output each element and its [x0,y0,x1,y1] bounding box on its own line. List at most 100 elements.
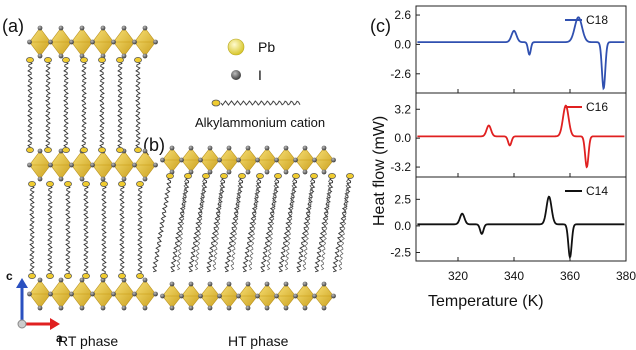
rt-layer-3-iodine-atom [58,305,64,311]
ht-layer-2-iodine-atom [188,281,194,287]
panel-label-a: (a) [2,16,24,36]
ht-layer-1-iodine-atom [160,157,165,163]
rt-layer-3-iodine-atom [37,305,43,311]
legend-label-C18: C18 [586,13,608,27]
ht-alkyl-chain [260,177,280,273]
rt-layer-2-iodine-atom [27,162,32,168]
rt-layer-1-iodine-atom [132,39,137,45]
rt-layer-3-iodine-atom [58,277,64,283]
legend-cation-label: Alkylammonium cation [195,115,325,130]
ht-layer-2-iodine-atom [255,293,260,299]
ht-alkyl-chain [332,177,352,273]
ht-layer-1-iodine-atom [226,169,232,175]
y-tick-label: -2.6 [390,67,411,81]
rt-layer-1-iodine-atom [37,53,43,59]
ht-layer-1-iodine-atom [207,169,213,175]
ht-alkyl-chain [242,177,262,273]
rt-layer-1-iodine-atom [100,25,106,31]
ht-layer-2-iodine-atom [169,281,175,287]
rt-alkyl-chain [101,185,107,277]
ht-layer-2-iodine-atom [245,305,251,311]
axis-origin-dot [17,319,27,329]
rt-alkyl-chain [65,185,71,277]
legend-i-label: I [258,67,262,83]
ht-layer-2-iodine-atom [312,293,317,299]
rt-layer-1-iodine-atom [79,25,85,31]
cation-head [26,57,34,63]
cation-head [118,181,126,187]
rt-layer-3-iodine-atom [37,277,43,283]
cation-head [116,57,124,63]
cation-head [118,273,126,279]
cation-head [100,181,108,187]
cation-head [26,147,34,153]
ht-layer-2-iodine-atom [264,305,270,311]
ht-phase-label: HT phase [228,333,289,349]
ht-layer-2-iodine-atom [160,293,165,299]
ht-alkyl-chain [266,179,278,271]
cation-head [116,147,124,153]
ht-layer-1-iodine-atom [302,169,308,175]
ht-layer-2-iodine-atom [179,293,184,299]
ht-alkyl-chain [284,179,296,271]
a-axis-label: a [56,331,63,345]
legend-label-C14: C14 [586,184,608,198]
rt-alkyl-chain [47,185,53,277]
rt-alkyl-chain [119,185,125,277]
cation-head [28,181,36,187]
cation-head [310,173,318,179]
y-tick-label: 2.6 [394,8,411,22]
ht-layer-1-iodine-atom [236,157,241,163]
dsc-curve-C16 [417,104,625,169]
c-axis-label: c [6,269,13,283]
ht-layer-2-iodine-atom [264,281,270,287]
cation-head [98,57,106,63]
ht-layer-1-iodine-atom [179,157,184,163]
rt-alkyl-chain [99,61,105,151]
ht-layer-2-iodine-atom [283,281,289,287]
ht-layer-1-iodine-atom [283,145,289,151]
rt-layer-2-iodine-atom [142,148,148,154]
y-tick-label: 2.5 [394,192,411,206]
x-tick-label: 380 [616,269,636,283]
ht-layer-1-iodine-atom [264,145,270,151]
x-tick-label: 320 [448,269,468,283]
rt-alkyl-chain [135,61,141,151]
cation-head [64,273,72,279]
ht-alkyl-chain [248,179,260,271]
rt-layer-1-iodine-atom [58,53,64,59]
ht-alkyl-chain [170,177,190,273]
ht-layer-2-iodine-atom [207,305,213,311]
cation-head [80,147,88,153]
rt-layer-2-iodine-atom [132,162,137,168]
rt-layer-3-iodine-atom [69,291,74,297]
rt-layer-3-iodine-atom [153,291,158,297]
cation-head [98,147,106,153]
cation-head [134,57,142,63]
ht-layer-2-iodine-atom [226,281,232,287]
rt-layer-3-iodine-atom [100,305,106,311]
rt-layer-2-iodine-atom [37,148,43,154]
cation-head [82,181,90,187]
ht-layer-2-iodine-atom [321,305,327,311]
y-tick-label: 0.0 [394,131,411,145]
cation-head [44,147,52,153]
rt-phase-label: RT phase [58,333,118,349]
ht-layer-1-iodine-atom [321,145,327,151]
ht-layer-1-iodine-atom [312,157,317,163]
a-axis-arrowhead [50,318,60,330]
ht-alkyl-chain [152,177,172,273]
cation-head [220,173,228,179]
rt-layer-1-iodine-atom [121,25,127,31]
rt-alkyl-chain [29,185,35,277]
ht-layer-1-iodine-atom [245,169,251,175]
rt-alkyl-chain [27,61,33,151]
rt-alkyl-chain [63,61,69,151]
y-tick-label: 0.0 [394,37,411,51]
rt-layer-2-iodine-atom [37,176,43,182]
ht-alkyl-chain [176,179,188,271]
rt-alkyl-chain [83,185,89,277]
ht-layer-1-iodine-atom [207,145,213,151]
ht-layer-2-iodine-atom [293,293,298,299]
ht-alkyl-chain [278,177,298,273]
